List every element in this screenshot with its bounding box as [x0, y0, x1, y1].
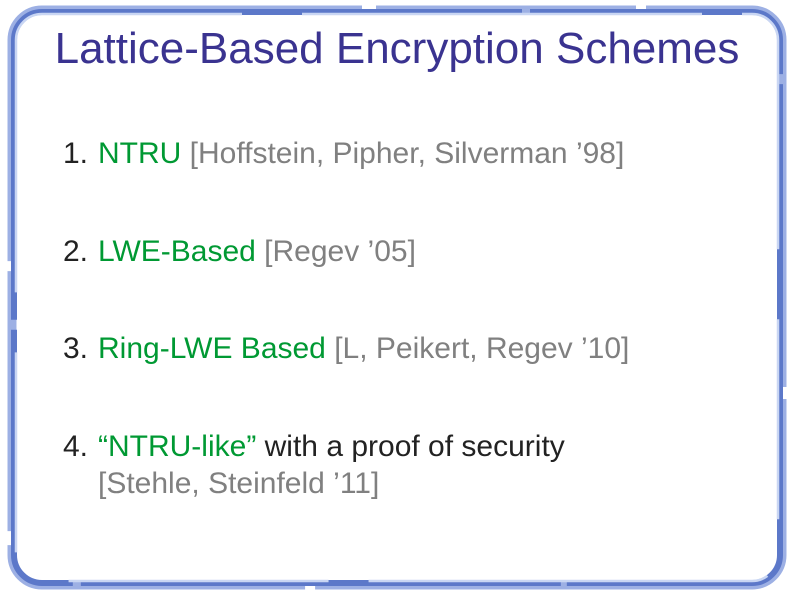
scheme-name: Ring-LWE Based	[98, 332, 334, 365]
item-body: LWE-Based [Regev ’05]	[98, 233, 750, 271]
scheme-name: “NTRU-like”	[98, 430, 265, 463]
slide: Lattice-Based Encryption Schemes 1. NTRU…	[0, 0, 794, 595]
item-tail: with a proof of security	[265, 430, 565, 463]
item-body: NTRU [Hoffstein, Pipher, Silverman ’98]	[98, 135, 750, 173]
list-item: 3. Ring-LWE Based [L, Peikert, Regev ’10…	[60, 330, 750, 368]
item-number: 3.	[60, 330, 88, 368]
list-item: 4. “NTRU-like” with a proof of security …	[60, 428, 750, 503]
list-item: 1. NTRU [Hoffstein, Pipher, Silverman ’9…	[60, 135, 750, 173]
item-body: Ring-LWE Based [L, Peikert, Regev ’10]	[98, 330, 750, 368]
item-list: 1. NTRU [Hoffstein, Pipher, Silverman ’9…	[60, 135, 750, 559]
item-number: 1.	[60, 135, 88, 173]
citation: [Hoffstein, Pipher, Silverman ’98]	[190, 137, 625, 170]
scheme-name: LWE-Based	[98, 235, 264, 268]
item-number: 2.	[60, 233, 88, 271]
slide-title: Lattice-Based Encryption Schemes	[0, 24, 794, 74]
scheme-name: NTRU	[98, 137, 190, 170]
citation: [L, Peikert, Regev ’10]	[334, 332, 629, 365]
citation: [Stehle, Steinfeld ’11]	[98, 467, 379, 500]
item-body: “NTRU-like” with a proof of security [St…	[98, 428, 750, 503]
citation: [Regev ’05]	[264, 235, 416, 268]
item-number: 4.	[60, 428, 88, 466]
list-item: 2. LWE-Based [Regev ’05]	[60, 233, 750, 271]
